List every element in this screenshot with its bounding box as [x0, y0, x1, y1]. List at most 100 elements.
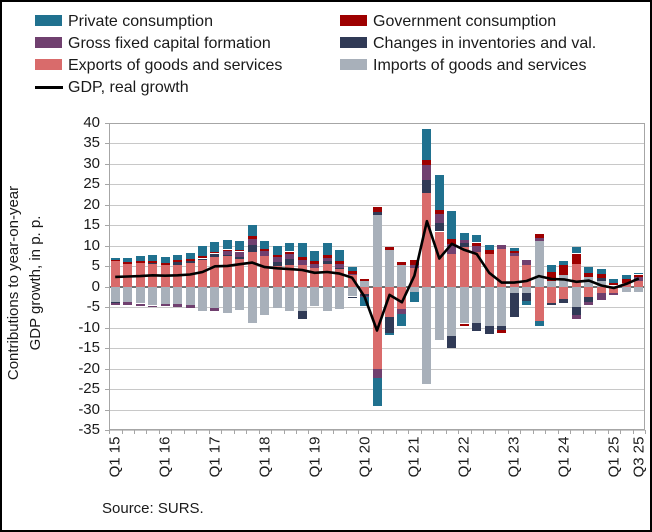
- x-axis-tick: [258, 430, 260, 434]
- bar-segment-private: [161, 256, 170, 264]
- bar-segment-exports: [535, 286, 544, 322]
- gdp-real-growth-line: [115, 219, 640, 332]
- plot-area: [109, 123, 645, 431]
- legend-label: Exports of goods and services: [68, 57, 283, 74]
- bar-segment-imports: [148, 286, 157, 306]
- x-tick-label-q1-19: Q1 19: [306, 436, 324, 478]
- inventories-swatch: [340, 37, 367, 48]
- x-axis-tick: [520, 430, 522, 434]
- gfcf-swatch: [35, 37, 62, 48]
- bar-segment-inventories: [547, 302, 556, 306]
- bar-segment-inventories: [173, 261, 182, 265]
- bar-segment-gfcf: [597, 292, 606, 301]
- bar-segment-gfcf: [136, 303, 145, 306]
- x-tick-label-q1-25: Q1 25: [605, 436, 623, 478]
- bar-segment-private: [111, 258, 120, 260]
- bar-column-q2-18: [273, 123, 282, 430]
- bar-segment-inventories: [510, 292, 519, 318]
- bar-segment-government: [435, 210, 444, 215]
- x-tick-label-q1-22: Q1 22: [455, 436, 473, 478]
- bar-segment-private: [435, 175, 444, 211]
- bar-segment-private: [148, 254, 157, 261]
- bar-segment-imports: [622, 286, 631, 293]
- bar-segment-private: [485, 244, 494, 251]
- x-axis-tick: [171, 430, 173, 434]
- bar-segment-exports: [111, 261, 120, 287]
- x-axis-tick: [470, 430, 472, 434]
- bar-segment-imports: [485, 286, 494, 327]
- bar-segment-imports: [123, 286, 132, 302]
- bar-segment-government: [210, 252, 219, 254]
- bar-column-q4-20: [397, 123, 406, 430]
- bar-segment-imports: [497, 286, 506, 326]
- bar-segment-imports: [447, 286, 456, 336]
- bar-segment-gfcf: [260, 251, 269, 257]
- x-axis-tick: [296, 430, 297, 434]
- bar-segment-government: [148, 260, 157, 263]
- x-axis-tick: [308, 430, 310, 434]
- x-tick-label-q1-17: Q1 17: [206, 436, 224, 478]
- bar-column-q1-23: [510, 123, 519, 430]
- bar-segment-government: [584, 272, 593, 278]
- bar-segment-government: [634, 274, 643, 277]
- bar-segment-imports: [472, 286, 481, 323]
- bar-segment-government: [547, 272, 556, 281]
- bar-segment-imports: [460, 286, 469, 324]
- bar-segment-gfcf: [584, 301, 593, 306]
- bar-segment-private: [285, 243, 294, 252]
- bar-segment-exports: [597, 286, 606, 293]
- bar-segment-imports: [223, 286, 232, 313]
- x-tick-label-q1-15: Q1 15: [106, 436, 124, 478]
- private-swatch: [35, 15, 62, 26]
- gridline: [109, 184, 645, 185]
- bar-segment-gfcf: [248, 238, 257, 245]
- bar-segment-private: [173, 254, 182, 260]
- bar-segment-government: [622, 279, 631, 284]
- bar-column-q3-17: [235, 123, 244, 430]
- x-axis-tick: [383, 430, 385, 434]
- bar-segment-private: [410, 292, 419, 303]
- bar-segment-government: [123, 262, 132, 264]
- bar-segment-imports: [260, 286, 269, 316]
- bar-segment-private: [323, 243, 332, 256]
- bar-segment-gfcf: [460, 239, 469, 244]
- bar-segment-inventories: [223, 254, 232, 256]
- bar-segment-inventories: [235, 257, 244, 259]
- bar-segment-government: [609, 282, 618, 286]
- y-tick-label: 40: [83, 114, 100, 131]
- bar-segment-gfcf: [373, 369, 382, 378]
- bar-segment-exports: [198, 260, 207, 287]
- bar-segment-government: [323, 255, 332, 259]
- bar-segment-imports: [360, 281, 369, 287]
- x-tick-label-q1-24: Q1 24: [555, 436, 573, 478]
- bar-segment-exports: [584, 286, 593, 298]
- bar-segment-exports: [335, 269, 344, 287]
- y-tick-label: -35: [78, 421, 100, 438]
- bar-segment-inventories: [597, 277, 606, 281]
- bar-segment-imports: [510, 286, 519, 293]
- bar-segment-imports: [285, 286, 294, 312]
- bar-segment-imports: [273, 286, 282, 309]
- legend-label: Gross fixed capital formation: [68, 35, 271, 52]
- y-axis-tick: [105, 143, 109, 144]
- bar-segment-gfcf: [323, 258, 332, 262]
- x-tick-label-q1-23: Q1 23: [505, 436, 523, 478]
- bar-segment-government: [360, 278, 369, 282]
- x-axis-tick: [146, 430, 148, 434]
- y-axis-tick: [105, 164, 109, 165]
- bar-column-q3-24: [584, 123, 593, 430]
- bar-column-q4-18: [298, 123, 307, 430]
- y-axis-tick: [105, 287, 109, 288]
- bar-segment-private: [472, 234, 481, 243]
- bar-segment-imports: [559, 274, 568, 287]
- bar-segment-exports: [609, 286, 618, 293]
- bar-segment-exports: [472, 251, 481, 287]
- x-axis-tick: [345, 430, 347, 434]
- bar-segment-government: [510, 251, 519, 253]
- bar-segment-inventories: [348, 296, 357, 299]
- bar-column-q1-15: [111, 123, 120, 430]
- y-tick-label: 10: [83, 237, 100, 254]
- bar-segment-gfcf: [335, 264, 344, 268]
- bar-segment-government: [260, 248, 269, 252]
- bar-segment-imports: [335, 286, 344, 310]
